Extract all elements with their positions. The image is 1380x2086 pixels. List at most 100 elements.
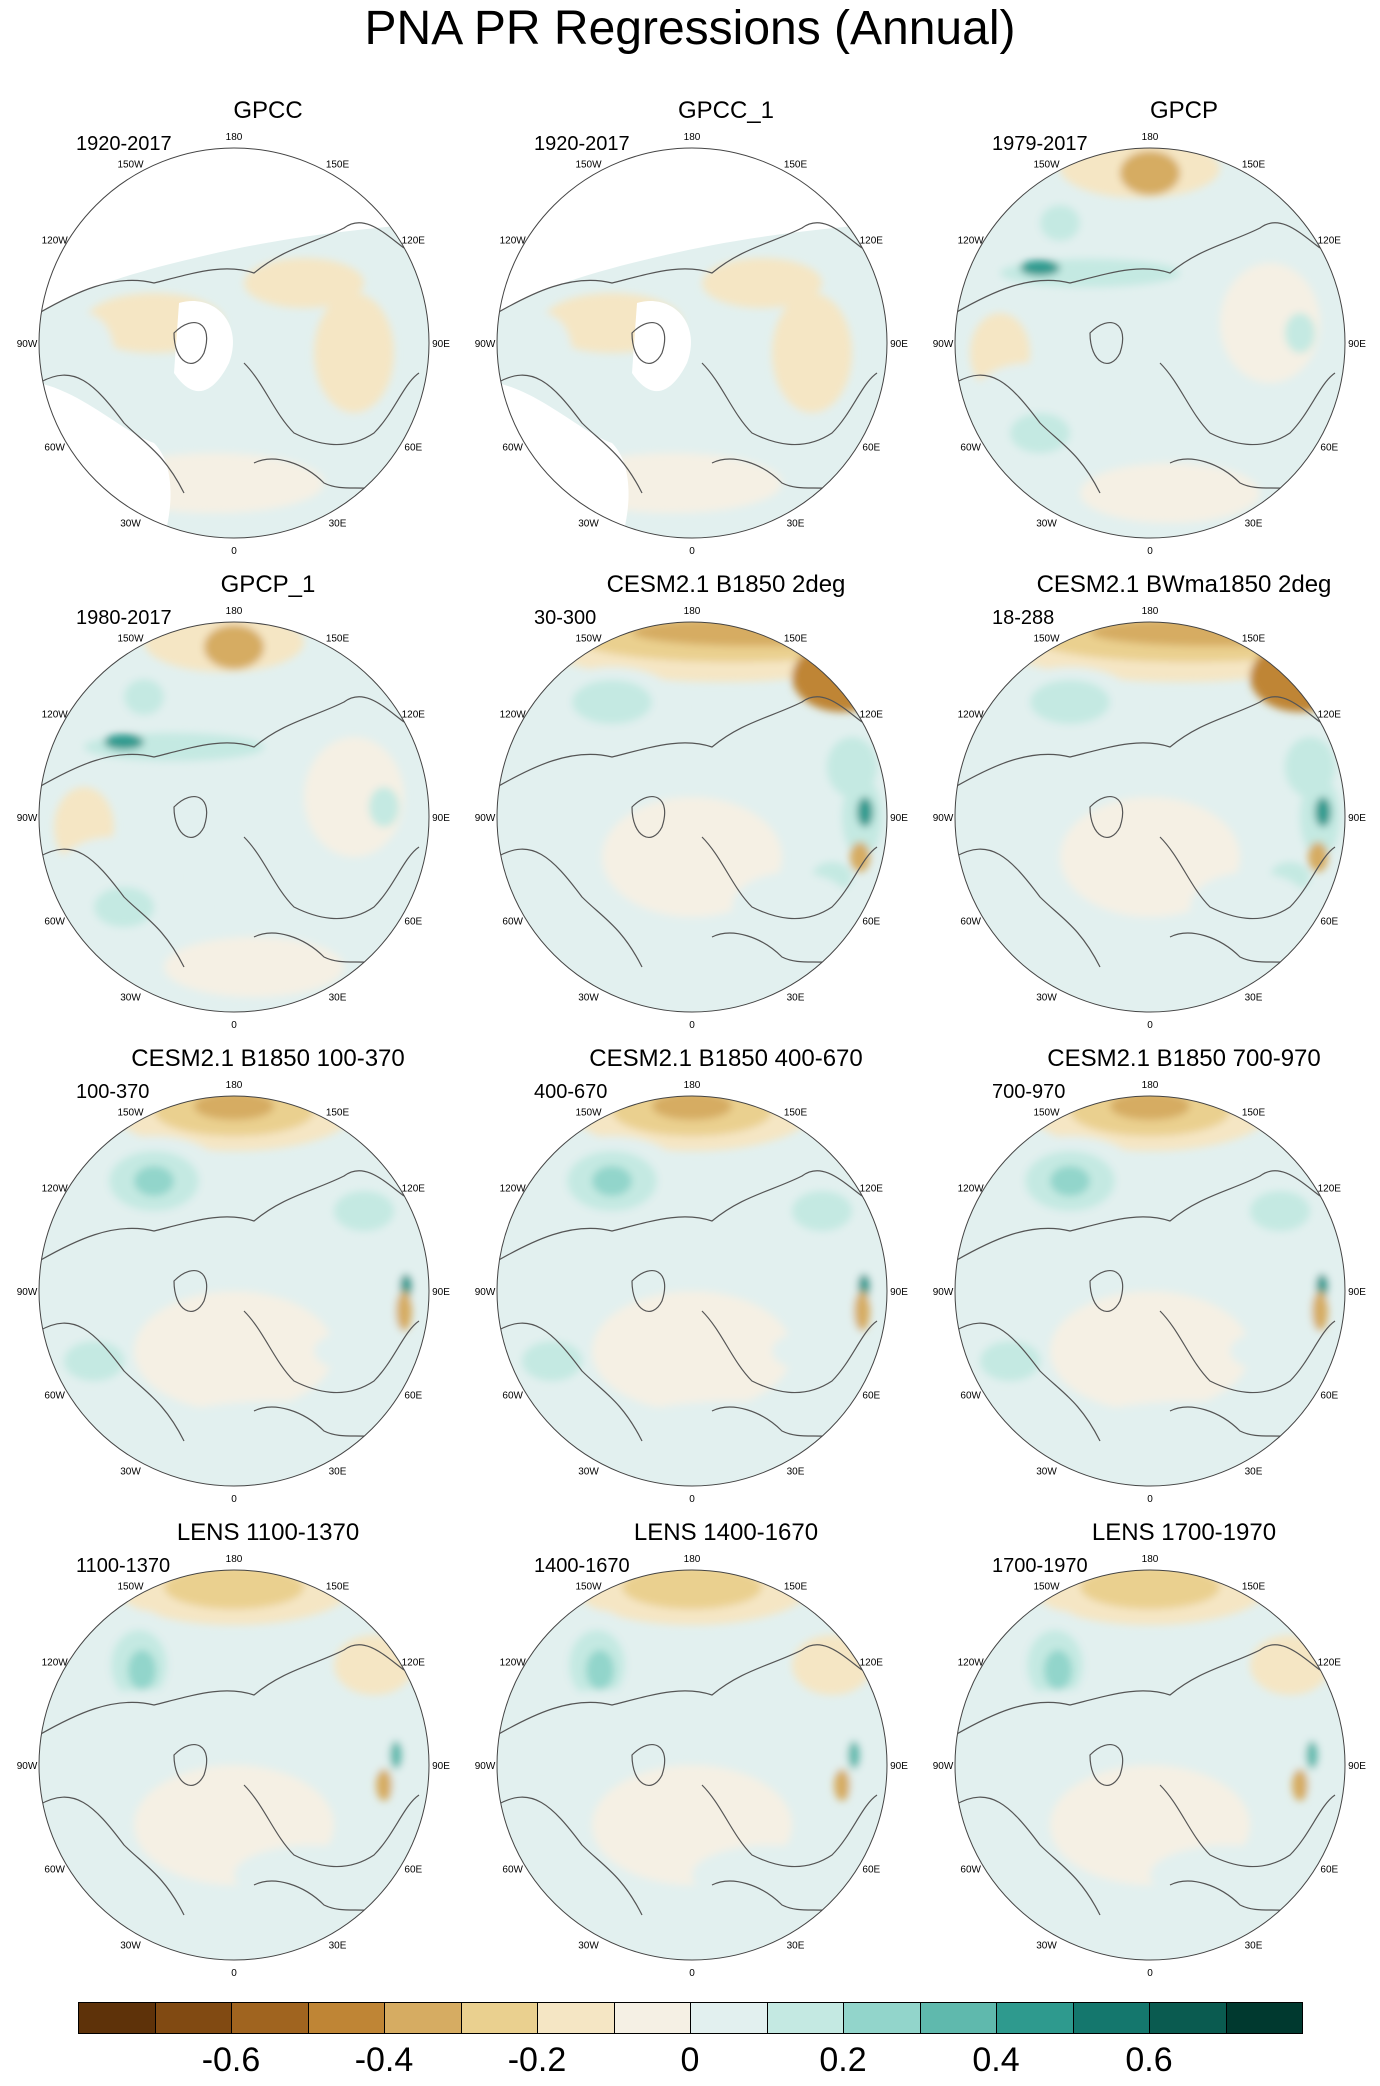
regression-anomaly: [204, 625, 264, 669]
longitude-label: 90W: [475, 1761, 496, 1772]
longitude-label: 120W: [500, 1658, 527, 1669]
regression-anomaly: [244, 258, 364, 308]
regression-anomaly: [702, 258, 822, 308]
regression-anomaly: [1080, 463, 1260, 523]
panel-period: 1980-2017: [76, 607, 172, 629]
regression-anomaly: [960, 1785, 1040, 1865]
longitude-label: 90E: [890, 1761, 908, 1772]
longitude-label: 120E: [402, 1658, 426, 1669]
coastline: [631, 796, 666, 838]
coastline: [173, 796, 208, 838]
map-boundary: [38, 621, 430, 1013]
longitude-label: 150E: [1242, 634, 1266, 645]
map-boundary: [496, 147, 888, 539]
map-boundary: [954, 621, 1346, 1013]
regression-anomaly: [1312, 1291, 1328, 1331]
panel-title: LENS 1700-1970: [1091, 1519, 1277, 1546]
longitude-label: 120E: [860, 1184, 884, 1195]
regression-anomaly: [592, 1291, 792, 1411]
longitude-label: 30W: [120, 1940, 141, 1951]
longitude-label: 60E: [404, 917, 422, 928]
longitude-label: 30E: [1245, 1940, 1263, 1951]
regression-anomaly: [980, 1689, 1220, 1721]
coastline: [1089, 322, 1124, 364]
longitude-label: 120W: [500, 1184, 527, 1195]
figure-title: PNA PR Regressions (Annual): [364, 2, 1016, 55]
polar-map: 180 150E 120E 90E 60E 30E 0 30W 60W 90W 120W 150W: [17, 1080, 451, 1505]
longitude-label: 180: [226, 1554, 243, 1565]
regression-anomaly: [1308, 842, 1328, 872]
regression-anomaly: [1306, 1741, 1318, 1769]
regression-anomaly: [314, 293, 394, 413]
regression-anomaly: [84, 1217, 304, 1245]
colorbar-swatch: [766, 2002, 844, 2034]
longitude-label: 60W: [502, 917, 523, 928]
map-panel: GPCP 1979-2017 180 150E 120E 90E 60E 30E 0 30W 60W…: [933, 96, 1380, 570]
regression-anomaly: [772, 293, 852, 413]
longitude-label: 90W: [475, 1287, 496, 1298]
regression-anomaly: [1020, 260, 1060, 276]
regression-anomaly: [134, 1166, 174, 1196]
colorbar: [78, 2002, 1303, 2036]
map-panel: LENS 1100-1370 1100-1370 180 150E 120E 90E 60E…: [17, 1518, 498, 1992]
regression-anomaly: [1044, 1650, 1072, 1690]
longitude-label: 90W: [933, 339, 954, 350]
longitude-label: 150E: [784, 160, 808, 171]
longitude-label: 60E: [1320, 1391, 1338, 1402]
longitude-label: 30W: [120, 1466, 141, 1477]
coastline: [955, 1170, 1321, 1262]
longitude-label: 90E: [890, 339, 908, 350]
coastline: [701, 1310, 878, 1394]
longitude-label: 180: [226, 132, 243, 143]
coastline: [39, 1796, 185, 1916]
coastline: [39, 374, 185, 494]
longitude-label: 30W: [1036, 518, 1057, 529]
regression-anomaly: [1315, 797, 1331, 827]
regression-anomaly: [376, 1769, 392, 1801]
coastline: [243, 1784, 420, 1868]
longitude-label: 120E: [1318, 236, 1342, 247]
coastline: [243, 1310, 420, 1394]
longitude-label: 60W: [44, 1391, 65, 1402]
panel-period: 1100-1370: [76, 1555, 171, 1577]
longitude-label: 90W: [933, 1761, 954, 1772]
panel-period: 18-288: [992, 607, 1055, 629]
longitude-label: 120W: [42, 1658, 69, 1669]
regression-anomaly: [652, 1096, 732, 1120]
longitude-label: 0: [231, 1494, 237, 1505]
regression-anomaly: [134, 1291, 334, 1411]
longitude-label: 90E: [432, 1761, 450, 1772]
panel-period: 1700-1970: [992, 1555, 1088, 1577]
regression-anomaly: [314, 1331, 394, 1371]
longitude-label: 30W: [578, 992, 599, 1003]
longitude-label: 120E: [860, 710, 884, 721]
map-boundary: [38, 147, 430, 539]
longitude-label: 180: [1142, 1554, 1159, 1565]
longitude-label: 150E: [784, 1582, 808, 1593]
longitude-label: 90E: [890, 813, 908, 824]
regression-anomaly: [592, 1166, 632, 1196]
missing-data-area: [497, 148, 887, 313]
longitude-label: 150W: [1033, 1582, 1060, 1593]
coastline: [1089, 1270, 1124, 1312]
colorbar-swatch: [307, 2002, 385, 2034]
regression-anomaly: [1250, 1191, 1310, 1231]
map-boundary: [38, 1095, 430, 1487]
longitude-label: 0: [1147, 546, 1153, 557]
regression-anomaly: [732, 872, 852, 942]
longitude-label: 30E: [787, 1466, 805, 1477]
panel-title: CESM2.1 B1850 700-970: [1047, 1045, 1321, 1072]
colorbar-tick-label: 0.6: [1125, 2041, 1173, 2079]
map-boundary: [954, 147, 1346, 539]
regression-anomaly: [586, 1650, 614, 1690]
regression-anomaly: [612, 1401, 852, 1461]
panel-period: 1920-2017: [76, 133, 172, 155]
map-boundary: [954, 1095, 1346, 1487]
panel-title: GPCP: [1149, 97, 1218, 124]
coastline: [701, 836, 878, 920]
longitude-label: 30E: [787, 1940, 805, 1951]
longitude-label: 30W: [578, 518, 599, 529]
coastline: [1159, 836, 1336, 920]
longitude-label: 150W: [575, 1108, 602, 1119]
longitude-label: 150E: [1242, 1108, 1266, 1119]
